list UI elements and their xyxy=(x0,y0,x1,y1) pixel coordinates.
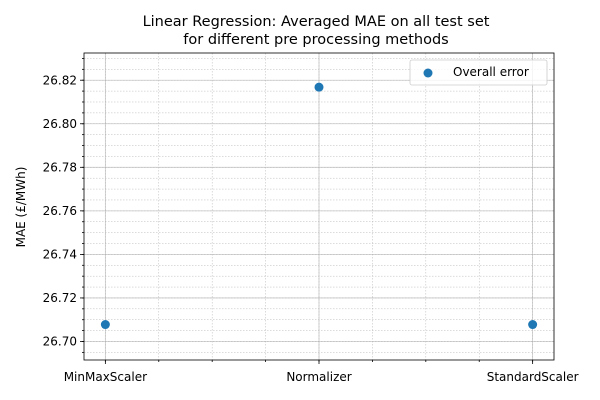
chart-subtitle: for different pre processing methods xyxy=(183,32,448,48)
grid xyxy=(84,53,554,360)
data-points xyxy=(100,82,538,330)
plot-frame xyxy=(83,52,555,361)
legend-marker xyxy=(423,68,433,78)
data-point xyxy=(528,320,538,330)
y-tick-label: 26.76 xyxy=(43,204,77,218)
legend-label: Overall error xyxy=(453,65,529,79)
axis-ticks: 26.70 26.72 26.74 26.76 26.78 26.80 26.82 MinMa… xyxy=(43,58,579,384)
x-tick-label: MinMaxScaler xyxy=(64,370,147,384)
chart-title: Linear Regression: Averaged MAE on all t… xyxy=(143,14,490,30)
y-tick-label: 26.80 xyxy=(43,117,77,131)
y-tick-label: 26.74 xyxy=(43,248,77,262)
data-point xyxy=(314,82,324,92)
y-tick-label: 26.82 xyxy=(43,73,77,87)
y-tick-label: 26.70 xyxy=(43,335,77,349)
legend-box xyxy=(409,59,548,86)
y-tick-label: 26.78 xyxy=(43,161,77,175)
legend: Overall error xyxy=(409,59,548,86)
x-tick-label: StandardScaler xyxy=(487,370,579,384)
y-tick-label: 26.72 xyxy=(43,291,77,305)
y-axis-label: MAE (£/MWh) xyxy=(14,167,28,248)
x-tick-label: Normalizer xyxy=(286,370,351,384)
data-point xyxy=(100,320,110,330)
